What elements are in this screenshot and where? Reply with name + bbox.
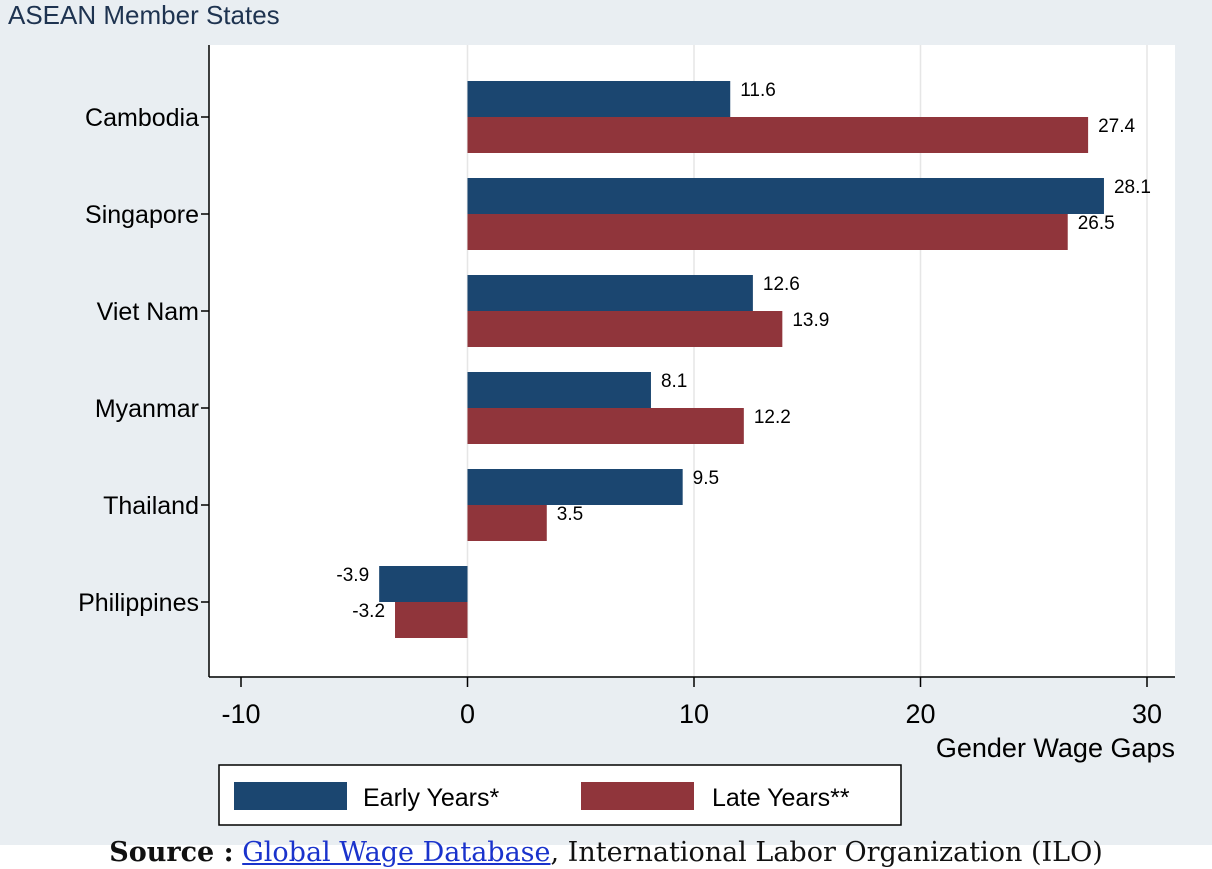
bar-early-years: [467, 178, 1104, 214]
bar-late-years: [467, 214, 1068, 250]
data-label: 28.1: [1114, 177, 1151, 198]
bar-late-years: [467, 408, 744, 444]
category-label: Philippines: [78, 589, 199, 617]
x-tick-label: -10: [221, 699, 260, 729]
category-label: Thailand: [103, 492, 199, 520]
legend-swatch-late: [581, 782, 694, 810]
bar-late-years: [467, 117, 1089, 153]
x-tick-label: 30: [1132, 699, 1162, 729]
data-label: 9.5: [693, 468, 719, 489]
bar-chart: ASEAN Member States 11.6 28.1 12.6 8.1 9.5 -3…: [8, 0, 1175, 826]
data-label: 13.9: [792, 310, 829, 331]
data-label: 3.5: [557, 504, 583, 525]
data-label: 12.6: [763, 274, 800, 295]
bar-early-years: [467, 275, 753, 311]
source-label: Source :: [109, 837, 234, 868]
data-label: -3.2: [352, 601, 385, 622]
data-label: 12.2: [754, 407, 791, 428]
category-label: Cambodia: [85, 104, 199, 132]
x-axis-title: Gender Wage Gaps: [936, 733, 1175, 763]
chart-frame: ASEAN Member States 11.6 28.1 12.6 8.1 9.5 -3…: [0, 0, 1212, 845]
category-label: Myanmar: [95, 395, 199, 423]
chart-title: ASEAN Member States: [8, 0, 280, 30]
category-labels: Cambodia Singapore Viet Nam Myanmar Thailand…: [78, 104, 209, 617]
legend-label-late: Late Years**: [712, 784, 850, 812]
legend-label-early: Early Years*: [363, 784, 499, 812]
x-tick-label: 0: [460, 699, 475, 729]
bar-early-years: [467, 81, 731, 117]
data-label: 26.5: [1078, 213, 1115, 234]
source-rest: , International Labor Organization (ILO): [550, 837, 1103, 868]
bars: [379, 81, 1104, 638]
legend-swatch-early: [234, 782, 347, 810]
data-label: 27.4: [1098, 116, 1135, 137]
data-label: 8.1: [661, 371, 687, 392]
source-link[interactable]: Global Wage Database: [242, 837, 551, 868]
bar-early-years: [467, 469, 683, 505]
legend: Early Years* Late Years**: [218, 764, 902, 826]
bar-late-years: [467, 505, 547, 541]
category-label: Viet Nam: [97, 298, 199, 326]
data-label: 11.6: [740, 80, 776, 101]
data-label: -3.9: [336, 565, 369, 586]
source-note: Source : Global Wage Database, Internati…: [0, 836, 1212, 869]
bar-early-years: [379, 566, 468, 602]
bar-late-years: [467, 311, 783, 347]
x-tick-label: 10: [679, 699, 709, 729]
category-label: Singapore: [85, 201, 199, 229]
bar-late-years: [395, 602, 468, 638]
x-tick-label: 20: [905, 699, 935, 729]
x-ticks: -10 0 10 20 30: [221, 677, 1162, 729]
data-labels: 11.6 28.1 12.6 8.1 9.5 -3.9 27.4 26.5 13.9 12.2 3.…: [336, 80, 1151, 622]
bar-early-years: [467, 372, 651, 408]
